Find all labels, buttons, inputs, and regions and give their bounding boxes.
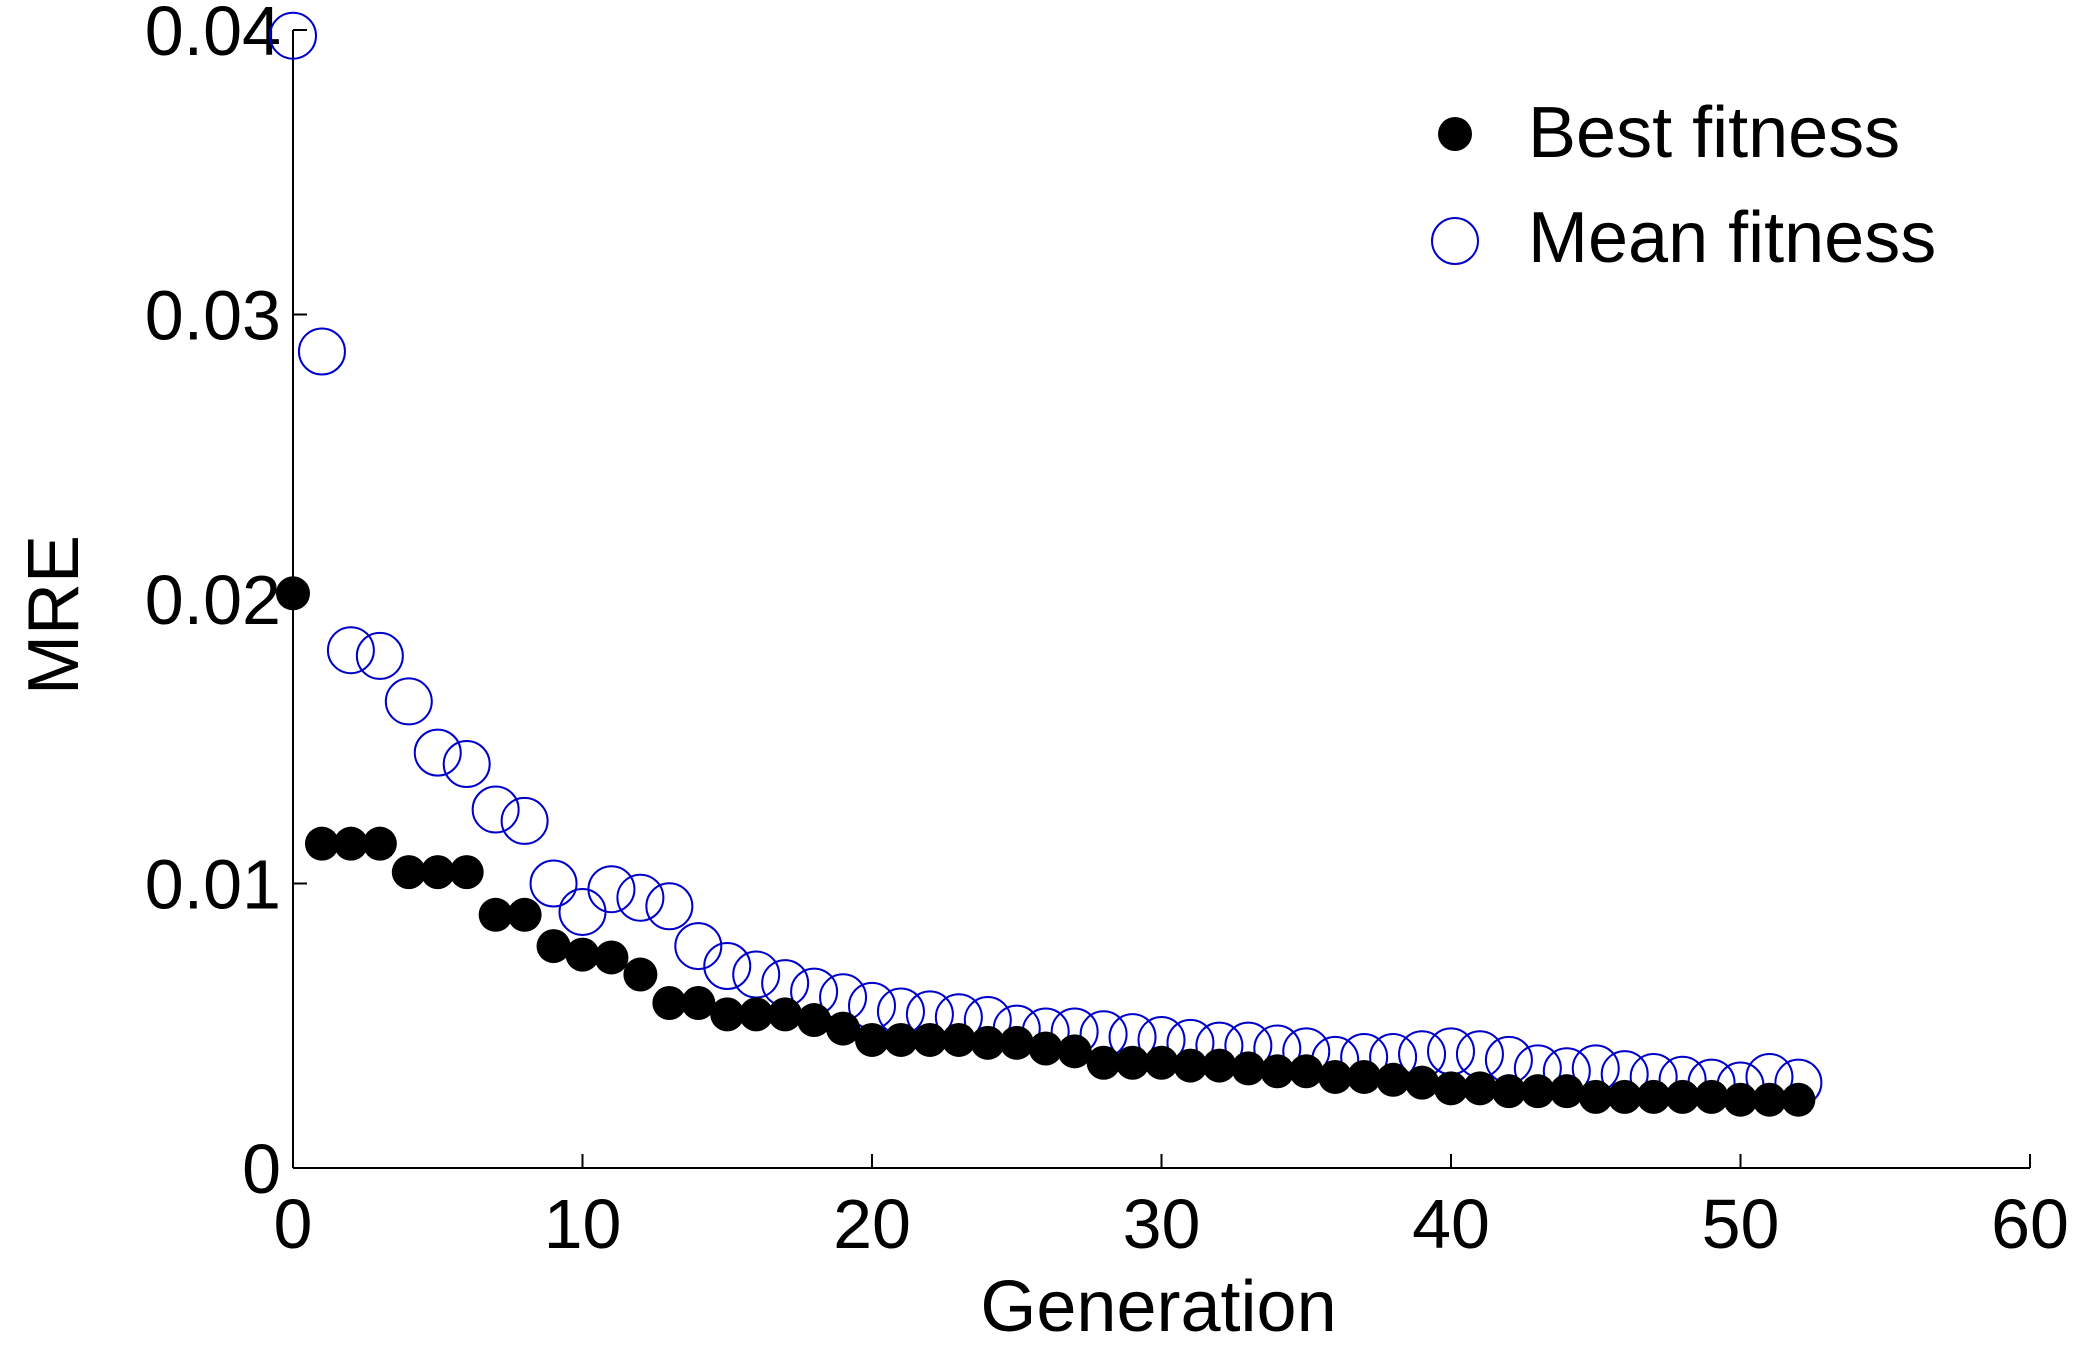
best-fitness-point [536, 929, 571, 964]
best-fitness-point [1376, 1062, 1411, 1097]
mean-fitness-point [384, 677, 433, 726]
x-tick-label: 10 [544, 1185, 622, 1263]
mean-fitness-point [616, 873, 665, 922]
best-fitness-point [1057, 1034, 1092, 1069]
best-fitness-point [1260, 1054, 1295, 1089]
y-tick-label: 0.01 [145, 846, 281, 924]
best-fitness-point [1202, 1048, 1237, 1083]
best-fitness-point [276, 576, 310, 611]
best-fitness-point [855, 1022, 889, 1057]
y-tick-label: 0.04 [145, 0, 281, 70]
mean-fitness-point [413, 728, 462, 777]
best-fitness-point [565, 937, 600, 972]
best-fitness-point [1405, 1065, 1440, 1100]
best-fitness-point [1115, 1045, 1150, 1080]
best-fitness-point [768, 997, 803, 1032]
legend-mean-fitness-label: Mean fitness [1528, 198, 1936, 278]
best-fitness-point [1231, 1051, 1266, 1086]
best-fitness-point [826, 1011, 861, 1046]
best-fitness-point [478, 897, 513, 932]
y-tick-label: 0.02 [145, 561, 281, 639]
best-fitness-point [1028, 1031, 1063, 1066]
best-fitness-point [1289, 1054, 1324, 1089]
best-fitness-point [883, 1022, 918, 1057]
best-fitness-point [1781, 1082, 1816, 1117]
mean-fitness-point [442, 740, 491, 789]
best-fitness-point [449, 855, 484, 890]
x-tick-label: 30 [1123, 1185, 1201, 1263]
best-fitness-point [1318, 1059, 1353, 1094]
best-fitness-point [304, 826, 339, 861]
best-fitness-point [797, 1003, 832, 1038]
best-fitness-point [1173, 1048, 1208, 1083]
best-fitness-point [1636, 1079, 1671, 1114]
best-fitness-point [1144, 1045, 1179, 1080]
best-fitness-series [276, 576, 1816, 1117]
best-fitness-point [1462, 1071, 1497, 1106]
legend: Best fitness Mean fitness [1431, 93, 1936, 278]
best-fitness-point [1607, 1079, 1642, 1114]
best-fitness-point [1491, 1074, 1526, 1109]
best-fitness-point [1578, 1079, 1613, 1114]
mean-fitness-point [297, 327, 346, 376]
best-fitness-point [970, 1025, 1005, 1060]
mean-fitness-point [645, 882, 694, 931]
mean-fitness-point [529, 859, 578, 908]
mean-fitness-point [674, 922, 723, 971]
mean-fitness-point [1455, 1030, 1504, 1079]
x-tick-label: 0 [274, 1185, 313, 1263]
best-fitness-point [623, 957, 658, 992]
best-fitness-point [912, 1022, 947, 1057]
best-fitness-point [1752, 1082, 1787, 1117]
best-fitness-point [1347, 1059, 1382, 1094]
y-tick-label: 0.03 [145, 277, 281, 355]
y-ticks: 0 0.01 0.02 0.03 0.04 [145, 0, 307, 1208]
best-fitness-point [681, 985, 716, 1020]
best-fitness-point [1723, 1082, 1758, 1117]
best-fitness-point [594, 940, 629, 975]
mean-fitness-point [703, 942, 752, 991]
x-tick-label: 60 [1991, 1185, 2069, 1263]
mean-fitness-point [326, 626, 375, 675]
best-fitness-point [1434, 1071, 1468, 1106]
best-fitness-point [420, 855, 455, 890]
best-fitness-point [1665, 1079, 1700, 1114]
best-fitness-point [941, 1022, 976, 1057]
mean-fitness-point [355, 631, 404, 680]
best-fitness-point [391, 855, 426, 890]
y-axis-title: MRE [14, 535, 94, 695]
legend-best-fitness-label: Best fitness [1528, 93, 1900, 173]
legend-mean-fitness-marker [1431, 217, 1479, 265]
best-fitness-point [710, 997, 745, 1032]
mean-fitness-point [558, 887, 607, 936]
mean-fitness-point [587, 865, 636, 914]
legend-best-fitness-marker [1438, 117, 1472, 151]
x-tick-label: 20 [833, 1185, 911, 1263]
mean-fitness-point [269, 11, 317, 60]
best-fitness-point [333, 826, 368, 861]
mean-fitness-point [471, 785, 520, 834]
x-axis-title: Generation [980, 1267, 1336, 1347]
best-fitness-point [1086, 1045, 1121, 1080]
x-ticks: 0 10 20 30 40 50 60 [274, 1154, 2069, 1263]
mean-fitness-point [500, 796, 549, 845]
y-tick-label: 0 [242, 1130, 281, 1208]
best-fitness-point [739, 997, 774, 1032]
best-fitness-point [362, 826, 397, 861]
mean-fitness-point [732, 950, 781, 999]
best-fitness-point [652, 985, 687, 1020]
best-fitness-point [507, 897, 542, 932]
best-fitness-point [1520, 1074, 1555, 1109]
mean-fitness-series [269, 11, 1823, 1110]
best-fitness-point [999, 1025, 1034, 1060]
best-fitness-point [1694, 1079, 1729, 1114]
best-fitness-point [1549, 1074, 1584, 1109]
x-tick-label: 40 [1412, 1185, 1490, 1263]
x-tick-label: 50 [1702, 1185, 1780, 1263]
